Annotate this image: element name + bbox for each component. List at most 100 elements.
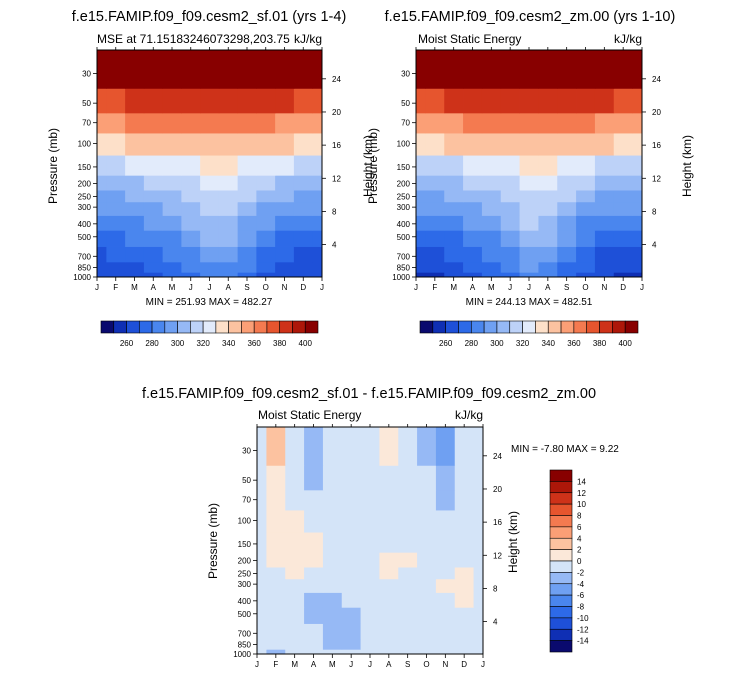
- heatmap-cell: [481, 190, 502, 203]
- heatmap-cell: [162, 175, 182, 191]
- heatmap-cell: [125, 272, 145, 278]
- panel-3-ylabel-right: Height (km): [506, 511, 520, 573]
- heatmap-cell: [256, 230, 276, 247]
- heatmap-cell: [435, 592, 456, 608]
- heatmap-cell: [181, 201, 201, 216]
- heatmap-cell: [538, 133, 558, 156]
- heatmap-cell: [293, 133, 314, 156]
- heatmap-cell: [463, 190, 483, 203]
- panel-2-title: f.e15.FAMIP.f09_f09.cesm2_zm.00 (yrs 1-1…: [385, 9, 676, 25]
- heatmap-cell: [398, 623, 418, 640]
- y-tick-label: 150: [78, 163, 92, 172]
- heatmap-cell: [463, 133, 483, 156]
- heatmap-cell: [256, 112, 276, 134]
- heatmap-cell: [341, 465, 361, 491]
- y-tick-label: 70: [401, 119, 410, 128]
- heatmap-cell: [519, 215, 539, 231]
- heatmap-cell: [500, 175, 520, 191]
- panel-1-units: kJ/kg: [294, 32, 322, 46]
- colorbar-label: 360: [247, 339, 261, 348]
- panel-3: f.e15.FAMIP.f09_f09.cesm2_sf.01 - f.e15.…: [142, 386, 619, 669]
- heatmap-cell: [360, 427, 380, 466]
- heatmap-cell: [304, 638, 324, 650]
- heatmap-cell: [425, 155, 445, 176]
- heatmap-cell: [106, 215, 126, 231]
- heatmap-cell: [557, 133, 577, 156]
- heatmap-cell: [322, 489, 343, 511]
- heatmap-cell: [162, 155, 182, 176]
- heatmap-cell: [237, 201, 257, 216]
- heatmap-cell: [379, 649, 399, 655]
- heatmap-cell: [463, 88, 483, 114]
- heatmap-cell: [519, 230, 539, 247]
- colorbar-label: -4: [577, 580, 585, 589]
- heatmap-cell: [125, 246, 145, 263]
- heatmap-cell: [293, 190, 314, 203]
- heatmap-cell: [519, 133, 539, 156]
- heatmap-cell: [275, 230, 295, 247]
- heatmap-cell: [557, 155, 577, 176]
- heatmap-cell: [379, 607, 399, 624]
- heatmap-cell: [613, 190, 633, 203]
- heatmap-cell: [576, 201, 596, 216]
- heatmap-cell: [181, 50, 201, 89]
- heatmap-cell: [463, 201, 483, 216]
- heatmap-cell: [632, 246, 643, 263]
- panel-2-ylabel: Pressure (mb): [366, 128, 380, 204]
- heatmap-cell: [143, 190, 164, 203]
- heatmap-cell: [538, 155, 558, 176]
- heatmap-cell: [162, 230, 182, 247]
- heatmap-cell: [398, 592, 418, 608]
- heatmap-cell: [557, 272, 577, 278]
- heatmap-cell: [481, 201, 502, 216]
- heatmap-cell: [97, 88, 107, 114]
- heatmap-cell: [435, 465, 456, 491]
- x-tick-label: A: [386, 660, 392, 669]
- heatmap-cell: [481, 261, 502, 273]
- heatmap-cell: [218, 50, 239, 89]
- heatmap-cell: [257, 552, 267, 568]
- x-tick-label: J: [527, 283, 531, 292]
- colorbar-box: [549, 640, 573, 653]
- heatmap-cell: [257, 649, 267, 655]
- heatmap-cell: [473, 552, 484, 568]
- heatmap-cell: [256, 215, 276, 231]
- heatmap-cell: [500, 112, 520, 134]
- heatmap-cell: [576, 112, 596, 134]
- heatmap-cell: [557, 201, 577, 216]
- colorbar-box: [549, 617, 573, 630]
- x-tick-label: M: [131, 283, 138, 292]
- heatmap-cell: [275, 175, 295, 191]
- heatmap-cell: [322, 649, 343, 655]
- heatmap-cell: [275, 201, 295, 216]
- x-tick-label: J: [368, 660, 372, 669]
- heatmap-cell: [322, 623, 343, 640]
- heatmap-cell: [162, 133, 182, 156]
- heatmap-cell: [266, 638, 286, 650]
- heatmap-cell: [218, 215, 239, 231]
- x-tick-label: A: [470, 283, 476, 292]
- heatmap-cell: [285, 532, 305, 553]
- heatmap-cell: [416, 230, 426, 247]
- heatmap-cell: [398, 578, 418, 593]
- heatmap-cell: [218, 88, 239, 114]
- heatmap-cell: [500, 201, 520, 216]
- heatmap-cell: [473, 532, 484, 553]
- x-tick-label: S: [564, 283, 569, 292]
- colorbar-box: [202, 320, 217, 334]
- heatmap-cell: [162, 50, 182, 89]
- heatmap-cell: [293, 201, 314, 216]
- x-tick-label: J: [508, 283, 512, 292]
- heatmap-cell: [473, 649, 484, 655]
- heatmap-cell: [398, 532, 418, 553]
- heatmap-cell: [200, 246, 220, 263]
- heatmap-cell: [322, 607, 343, 624]
- heatmap-cell: [266, 649, 286, 655]
- heatmap-cell: [538, 50, 558, 89]
- heatmap-cell: [416, 50, 426, 89]
- heatmap-cell: [594, 230, 615, 247]
- heatmap-cell: [304, 649, 324, 655]
- colorbar-box: [419, 320, 434, 334]
- heatmap-cell: [632, 230, 643, 247]
- heatmap-cell: [360, 623, 380, 640]
